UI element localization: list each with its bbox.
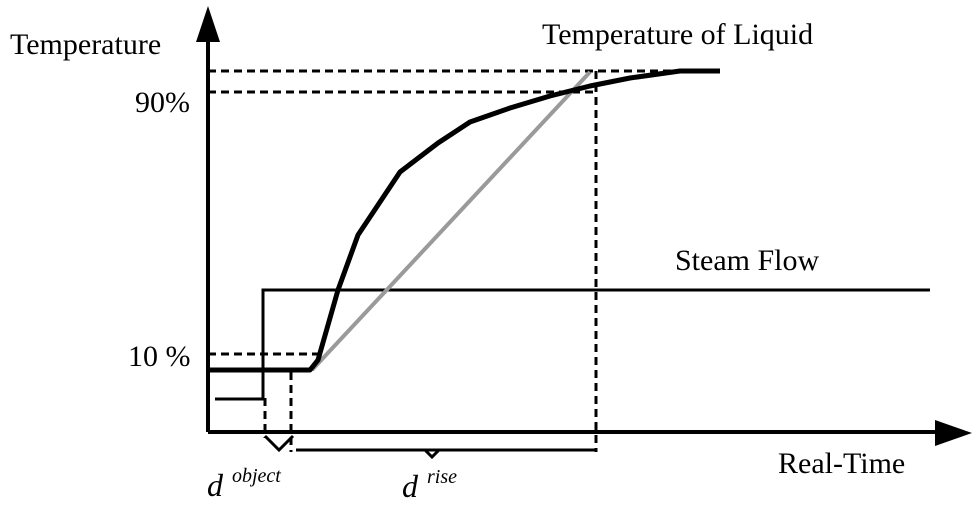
liquid-temperature-label: Temperature of Liquid xyxy=(542,18,813,51)
object-delay-superscript: object xyxy=(232,465,281,487)
liquid-temperature-curve xyxy=(210,68,720,373)
rise-delay-tick xyxy=(423,448,441,460)
rise-slope-line xyxy=(310,70,592,372)
ninety-percent-label: 90% xyxy=(135,86,190,119)
steam-flow-label: Steam Flow xyxy=(675,244,820,277)
object-delay-bracket xyxy=(263,434,295,453)
x-axis-arrowhead xyxy=(935,420,972,446)
rise-delay-superscript: rise xyxy=(427,466,457,488)
y-axis-label: Temperature xyxy=(10,28,161,61)
steam-flow-line xyxy=(215,288,930,401)
y-axis-arrowhead xyxy=(196,6,220,42)
x-axis-label: Real-Time xyxy=(778,447,905,480)
rise-delay-label: d xyxy=(402,468,419,504)
ten-percent-label: 10 % xyxy=(128,340,191,373)
object-delay-label: d xyxy=(207,467,224,503)
